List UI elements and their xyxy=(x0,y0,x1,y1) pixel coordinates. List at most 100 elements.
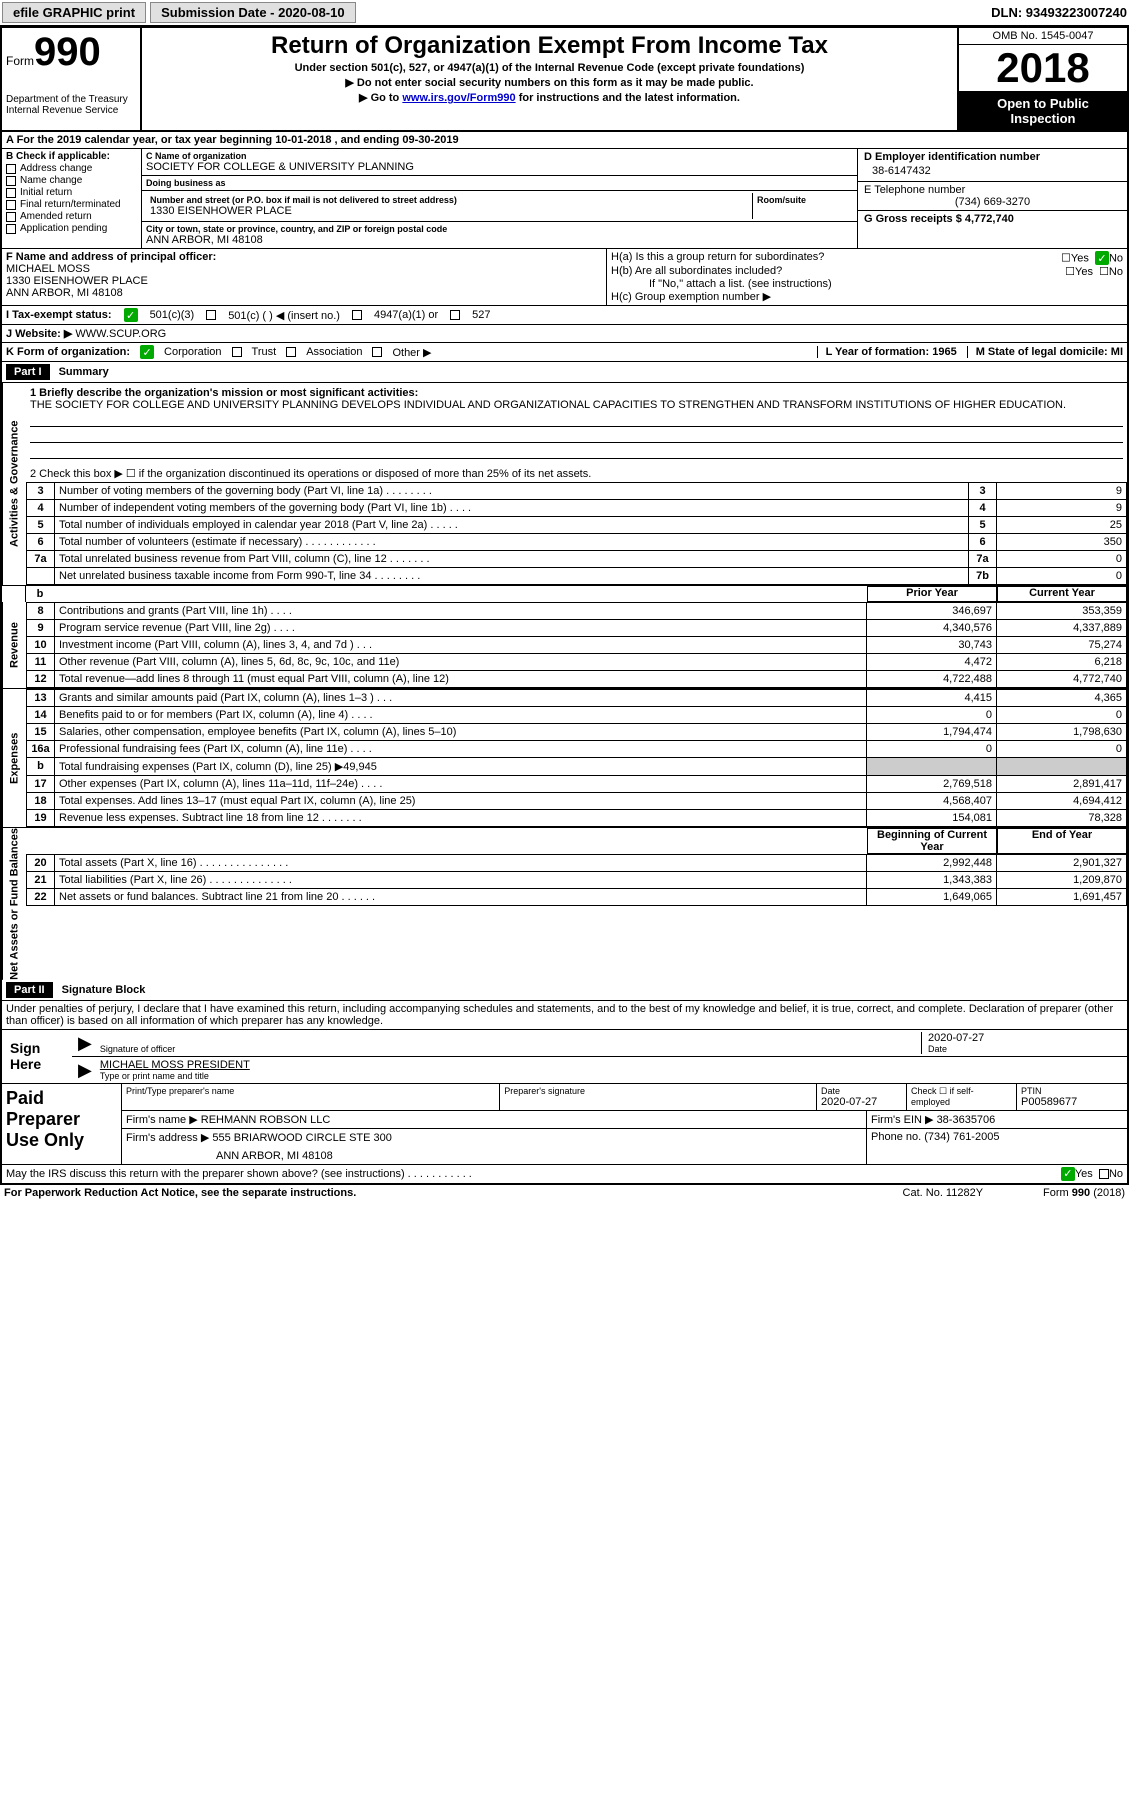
submission-date-btn[interactable]: Submission Date - 2020-08-10 xyxy=(150,2,356,23)
section-j: J Website: ▶ WWW.SCUP.ORG xyxy=(2,325,1127,343)
activities-governance: Activities & Governance 1 Briefly descri… xyxy=(2,383,1127,586)
form-container: Form 990 Department of the Treasury Inte… xyxy=(0,26,1129,1185)
ha-answer: ☐Yes ✓No xyxy=(1061,251,1123,265)
hc-label: H(c) Group exemption number ▶ xyxy=(611,290,1123,303)
discuss-no-chk[interactable] xyxy=(1099,1169,1109,1179)
chk-name-change[interactable]: Name change xyxy=(6,175,137,186)
line2: 2 Check this box ▶ ☐ if the organization… xyxy=(26,465,1127,482)
ein-label: D Employer identification number xyxy=(864,151,1121,163)
na-curr-hdr: End of Year xyxy=(997,828,1127,854)
public-inspection: Open to Public Inspection xyxy=(959,92,1127,130)
na-prior-hdr: Beginning of Current Year xyxy=(867,828,997,854)
header-form-id: Form 990 Department of the Treasury Inte… xyxy=(2,28,142,130)
chk-527[interactable] xyxy=(450,310,460,320)
tel-value: (734) 669-3270 xyxy=(864,196,1121,208)
chk-address-change[interactable]: Address change xyxy=(6,163,137,174)
subtitle-2: ▶ Do not enter social security numbers o… xyxy=(146,76,953,89)
line1-label: 1 Briefly describe the organization's mi… xyxy=(30,387,1123,399)
form-number: 990 xyxy=(34,32,101,72)
j-label: J Website: ▶ xyxy=(6,327,72,340)
tel-label: E Telephone number xyxy=(864,184,1121,196)
subtitle-1: Under section 501(c), 527, or 4947(a)(1)… xyxy=(146,62,953,74)
rot-activities: Activities & Governance xyxy=(2,383,26,585)
section-f: F Name and address of principal officer:… xyxy=(2,249,607,305)
chk-501c[interactable] xyxy=(206,310,216,320)
section-fh: F Name and address of principal officer:… xyxy=(2,249,1127,306)
form-title: Return of Organization Exempt From Incom… xyxy=(146,32,953,60)
discuss-yes-chk[interactable]: ✓ xyxy=(1061,1167,1075,1181)
signature-block: Sign Here ▶ Signature of officer 2020-07… xyxy=(2,1030,1127,1084)
expenses-table: 13Grants and similar amounts paid (Part … xyxy=(26,689,1127,827)
c-name-label: C Name of organization xyxy=(146,151,853,161)
chk-application-pending[interactable]: Application pending xyxy=(6,223,137,234)
part1-title: Summary xyxy=(59,366,109,378)
arrow-icon: ▶ xyxy=(78,1033,92,1054)
hb-label: H(b) Are all subordinates included? xyxy=(611,265,782,278)
part1-header: Part I Summary xyxy=(2,362,1127,383)
section-b: B Check if applicable: Address change Na… xyxy=(2,149,142,248)
current-year-hdr: Current Year xyxy=(997,586,1127,602)
form-header: Form 990 Department of the Treasury Inte… xyxy=(2,28,1127,132)
revenue-table: 8Contributions and grants (Part VIII, li… xyxy=(26,602,1127,688)
chk-amended-return[interactable]: Amended return xyxy=(6,211,137,222)
m-label: M State of legal domicile: MI xyxy=(967,346,1123,358)
mission-text: THE SOCIETY FOR COLLEGE AND UNIVERSITY P… xyxy=(30,399,1123,411)
form990-link[interactable]: www.irs.gov/Form990 xyxy=(402,92,515,104)
k-label: K Form of organization: xyxy=(6,346,130,358)
netassets-hdr-row: Net Assets or Fund Balances Beginning of… xyxy=(2,828,1127,980)
paid-preparer-label: Paid Preparer Use Only xyxy=(2,1084,122,1164)
room-label: Room/suite xyxy=(757,195,849,205)
subtitle-3: ▶ Go to www.irs.gov/Form990 for instruct… xyxy=(146,91,953,104)
sig-date: 2020-07-27 xyxy=(928,1032,1121,1044)
governance-table: 3Number of voting members of the governi… xyxy=(26,482,1127,585)
ha-label: H(a) Is this a group return for subordin… xyxy=(611,251,824,265)
addr-label: Number and street (or P.O. box if mail i… xyxy=(150,195,748,205)
footer-left: For Paperwork Reduction Act Notice, see … xyxy=(4,1187,903,1199)
website-value: WWW.SCUP.ORG xyxy=(75,328,166,340)
sig-officer-label: Signature of officer xyxy=(100,1044,921,1054)
chk-corporation[interactable]: ✓ xyxy=(140,345,154,359)
part1-badge: Part I xyxy=(6,364,50,380)
dba-label: Doing business as xyxy=(146,178,853,188)
ein-value: 38-6147432 xyxy=(864,163,1121,179)
part2-badge: Part II xyxy=(6,982,53,998)
city-label: City or town, state or province, country… xyxy=(146,224,853,234)
sign-here-label: Sign Here xyxy=(2,1030,72,1083)
sub3-pre: ▶ Go to xyxy=(359,92,402,104)
footer-mid: Cat. No. 11282Y xyxy=(903,1187,984,1199)
chk-trust[interactable] xyxy=(232,347,242,357)
top-bar: efile GRAPHIC print Submission Date - 20… xyxy=(0,0,1129,26)
l-label: L Year of formation: 1965 xyxy=(817,346,957,358)
chk-other[interactable] xyxy=(372,347,382,357)
chk-final-return[interactable]: Final return/terminated xyxy=(6,199,137,210)
page-footer: For Paperwork Reduction Act Notice, see … xyxy=(0,1185,1129,1201)
part2-header: Part II Signature Block xyxy=(2,980,1127,1001)
signer-name-label: Type or print name and title xyxy=(100,1071,1121,1081)
year-header-row: b Prior Year Current Year xyxy=(2,586,1127,602)
dept-label: Department of the Treasury Internal Reve… xyxy=(6,94,136,116)
rot-expenses: Expenses xyxy=(2,689,26,827)
signer-name: MICHAEL MOSS PRESIDENT xyxy=(100,1059,1121,1071)
hb-answer: ☐Yes ☐No xyxy=(1065,265,1123,278)
arrow-icon-2: ▶ xyxy=(78,1060,92,1081)
header-right: OMB No. 1545-0047 2018 Open to Public In… xyxy=(957,28,1127,130)
dln-label: DLN: 93493223007240 xyxy=(991,5,1127,20)
omb-number: OMB No. 1545-0047 xyxy=(959,28,1127,45)
chk-association[interactable] xyxy=(286,347,296,357)
section-klm: K Form of organization: ✓Corporation Tru… xyxy=(2,343,1127,362)
chk-initial-return[interactable]: Initial return xyxy=(6,187,137,198)
chk-501c3[interactable]: ✓ xyxy=(124,308,138,322)
revenue-section: Revenue 8Contributions and grants (Part … xyxy=(2,602,1127,689)
officer-addr2: ANN ARBOR, MI 48108 xyxy=(6,287,123,299)
form-word: Form xyxy=(6,54,34,68)
efile-print-btn[interactable]: efile GRAPHIC print xyxy=(2,2,146,23)
section-bcd: B Check if applicable: Address change Na… xyxy=(2,149,1127,249)
discuss-text: May the IRS discuss this return with the… xyxy=(6,1168,472,1180)
chk-4947[interactable] xyxy=(352,310,362,320)
discuss-row: May the IRS discuss this return with the… xyxy=(2,1165,1127,1183)
officer-name: MICHAEL MOSS xyxy=(6,263,90,275)
rot-netassets: Net Assets or Fund Balances xyxy=(2,828,26,980)
paid-preparer-block: Paid Preparer Use Only Print/Type prepar… xyxy=(2,1084,1127,1165)
i-label: I Tax-exempt status: xyxy=(6,309,112,321)
prior-year-hdr: Prior Year xyxy=(867,586,997,602)
